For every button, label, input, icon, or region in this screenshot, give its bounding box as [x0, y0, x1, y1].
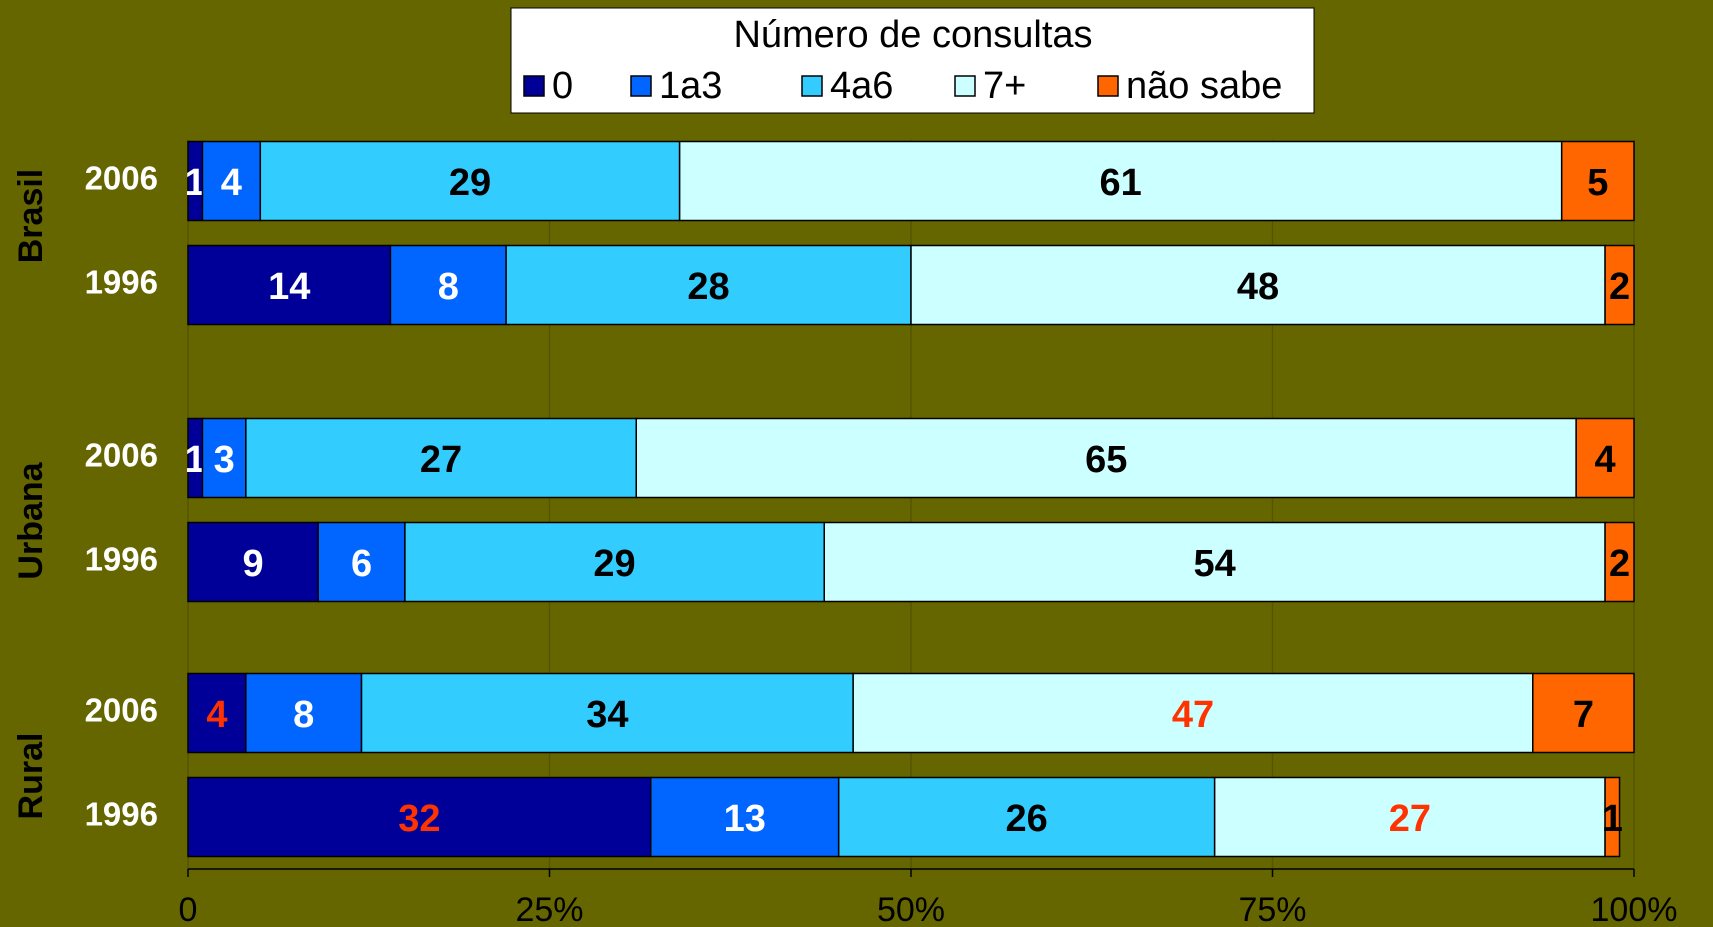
- data-label: 1: [185, 162, 206, 204]
- legend-title: Número de consultas: [733, 14, 1092, 56]
- data-label: 8: [293, 694, 314, 736]
- bar-segment: [360, 672, 854, 754]
- y-tick-label: 2006: [85, 160, 158, 197]
- data-label: 61: [1100, 162, 1142, 204]
- group-label: Rural: [12, 733, 50, 820]
- data-label: 4: [1595, 439, 1616, 481]
- x-tick-label: 25%: [515, 891, 583, 927]
- bar-segment: [505, 244, 912, 326]
- x-tick-label: 50%: [877, 891, 945, 927]
- legend-swatch: [801, 75, 823, 97]
- legend-swatch: [630, 75, 652, 97]
- bar-segment: [1604, 521, 1635, 603]
- data-label: 1: [1602, 798, 1623, 840]
- data-label: 4: [221, 162, 242, 204]
- bar-segment: [187, 244, 392, 326]
- data-label: 54: [1194, 543, 1236, 585]
- data-label: 29: [449, 162, 491, 204]
- x-tick-label: 75%: [1238, 891, 1306, 927]
- legend-swatch: [1097, 75, 1119, 97]
- bar-segment: [1532, 672, 1635, 754]
- data-label: 26: [1006, 798, 1048, 840]
- bar-segment: [389, 244, 507, 326]
- data-label: 9: [242, 543, 263, 585]
- legend-label: não sabe: [1126, 65, 1282, 107]
- data-label: 27: [420, 439, 462, 481]
- bar-segment: [1575, 417, 1635, 499]
- legend-label: 7+: [983, 65, 1026, 107]
- y-tick-label: 2006: [85, 437, 158, 474]
- bar-segment: [910, 244, 1606, 326]
- legend-swatch: [954, 75, 976, 97]
- bar-segment: [1604, 776, 1621, 858]
- group-label: Urbana: [12, 461, 50, 579]
- data-label: 8: [438, 266, 459, 308]
- bar-segment: [649, 776, 840, 858]
- bar-segment: [852, 672, 1534, 754]
- data-label: 6: [351, 543, 372, 585]
- data-label: 3: [214, 439, 235, 481]
- data-label: 7: [1573, 694, 1594, 736]
- bar-segment: [1604, 244, 1635, 326]
- data-label: 2: [1609, 266, 1630, 308]
- legend-swatch: [523, 75, 545, 97]
- data-label: 32: [398, 798, 440, 840]
- data-label: 48: [1237, 266, 1279, 308]
- data-label: 13: [724, 798, 766, 840]
- data-label: 2: [1609, 543, 1630, 585]
- legend-label: 0: [552, 65, 573, 107]
- group-label: Brasil: [12, 169, 50, 264]
- bar-segment: [1560, 140, 1635, 222]
- data-label: 47: [1172, 694, 1214, 736]
- y-tick-label: 1996: [85, 541, 158, 578]
- x-tick-label: 100%: [1591, 891, 1678, 927]
- bar-segment: [201, 140, 262, 222]
- bar-segment: [678, 140, 1563, 222]
- y-tick-label: 1996: [85, 796, 158, 833]
- bar-segment: [404, 521, 825, 603]
- y-tick-label: 1996: [85, 264, 158, 301]
- data-label: 28: [687, 266, 729, 308]
- bar-segment: [259, 140, 681, 222]
- y-tick-label: 2006: [85, 692, 158, 729]
- x-tick-label: 0: [179, 891, 198, 927]
- data-label: 5: [1587, 162, 1608, 204]
- bar-segment: [187, 776, 652, 858]
- data-label: 27: [1389, 798, 1431, 840]
- data-label: 34: [586, 694, 628, 736]
- legend-label: 1a3: [659, 65, 722, 107]
- bar-segment: [1213, 776, 1606, 858]
- data-label: 4: [206, 694, 227, 736]
- data-label: 14: [268, 266, 310, 308]
- bar-segment: [635, 417, 1577, 499]
- bar-segment: [837, 776, 1216, 858]
- data-label: 65: [1085, 439, 1127, 481]
- data-label: 29: [593, 543, 635, 585]
- bar-segment: [187, 672, 247, 754]
- data-label: 1: [185, 439, 206, 481]
- legend-label: 4a6: [830, 65, 893, 107]
